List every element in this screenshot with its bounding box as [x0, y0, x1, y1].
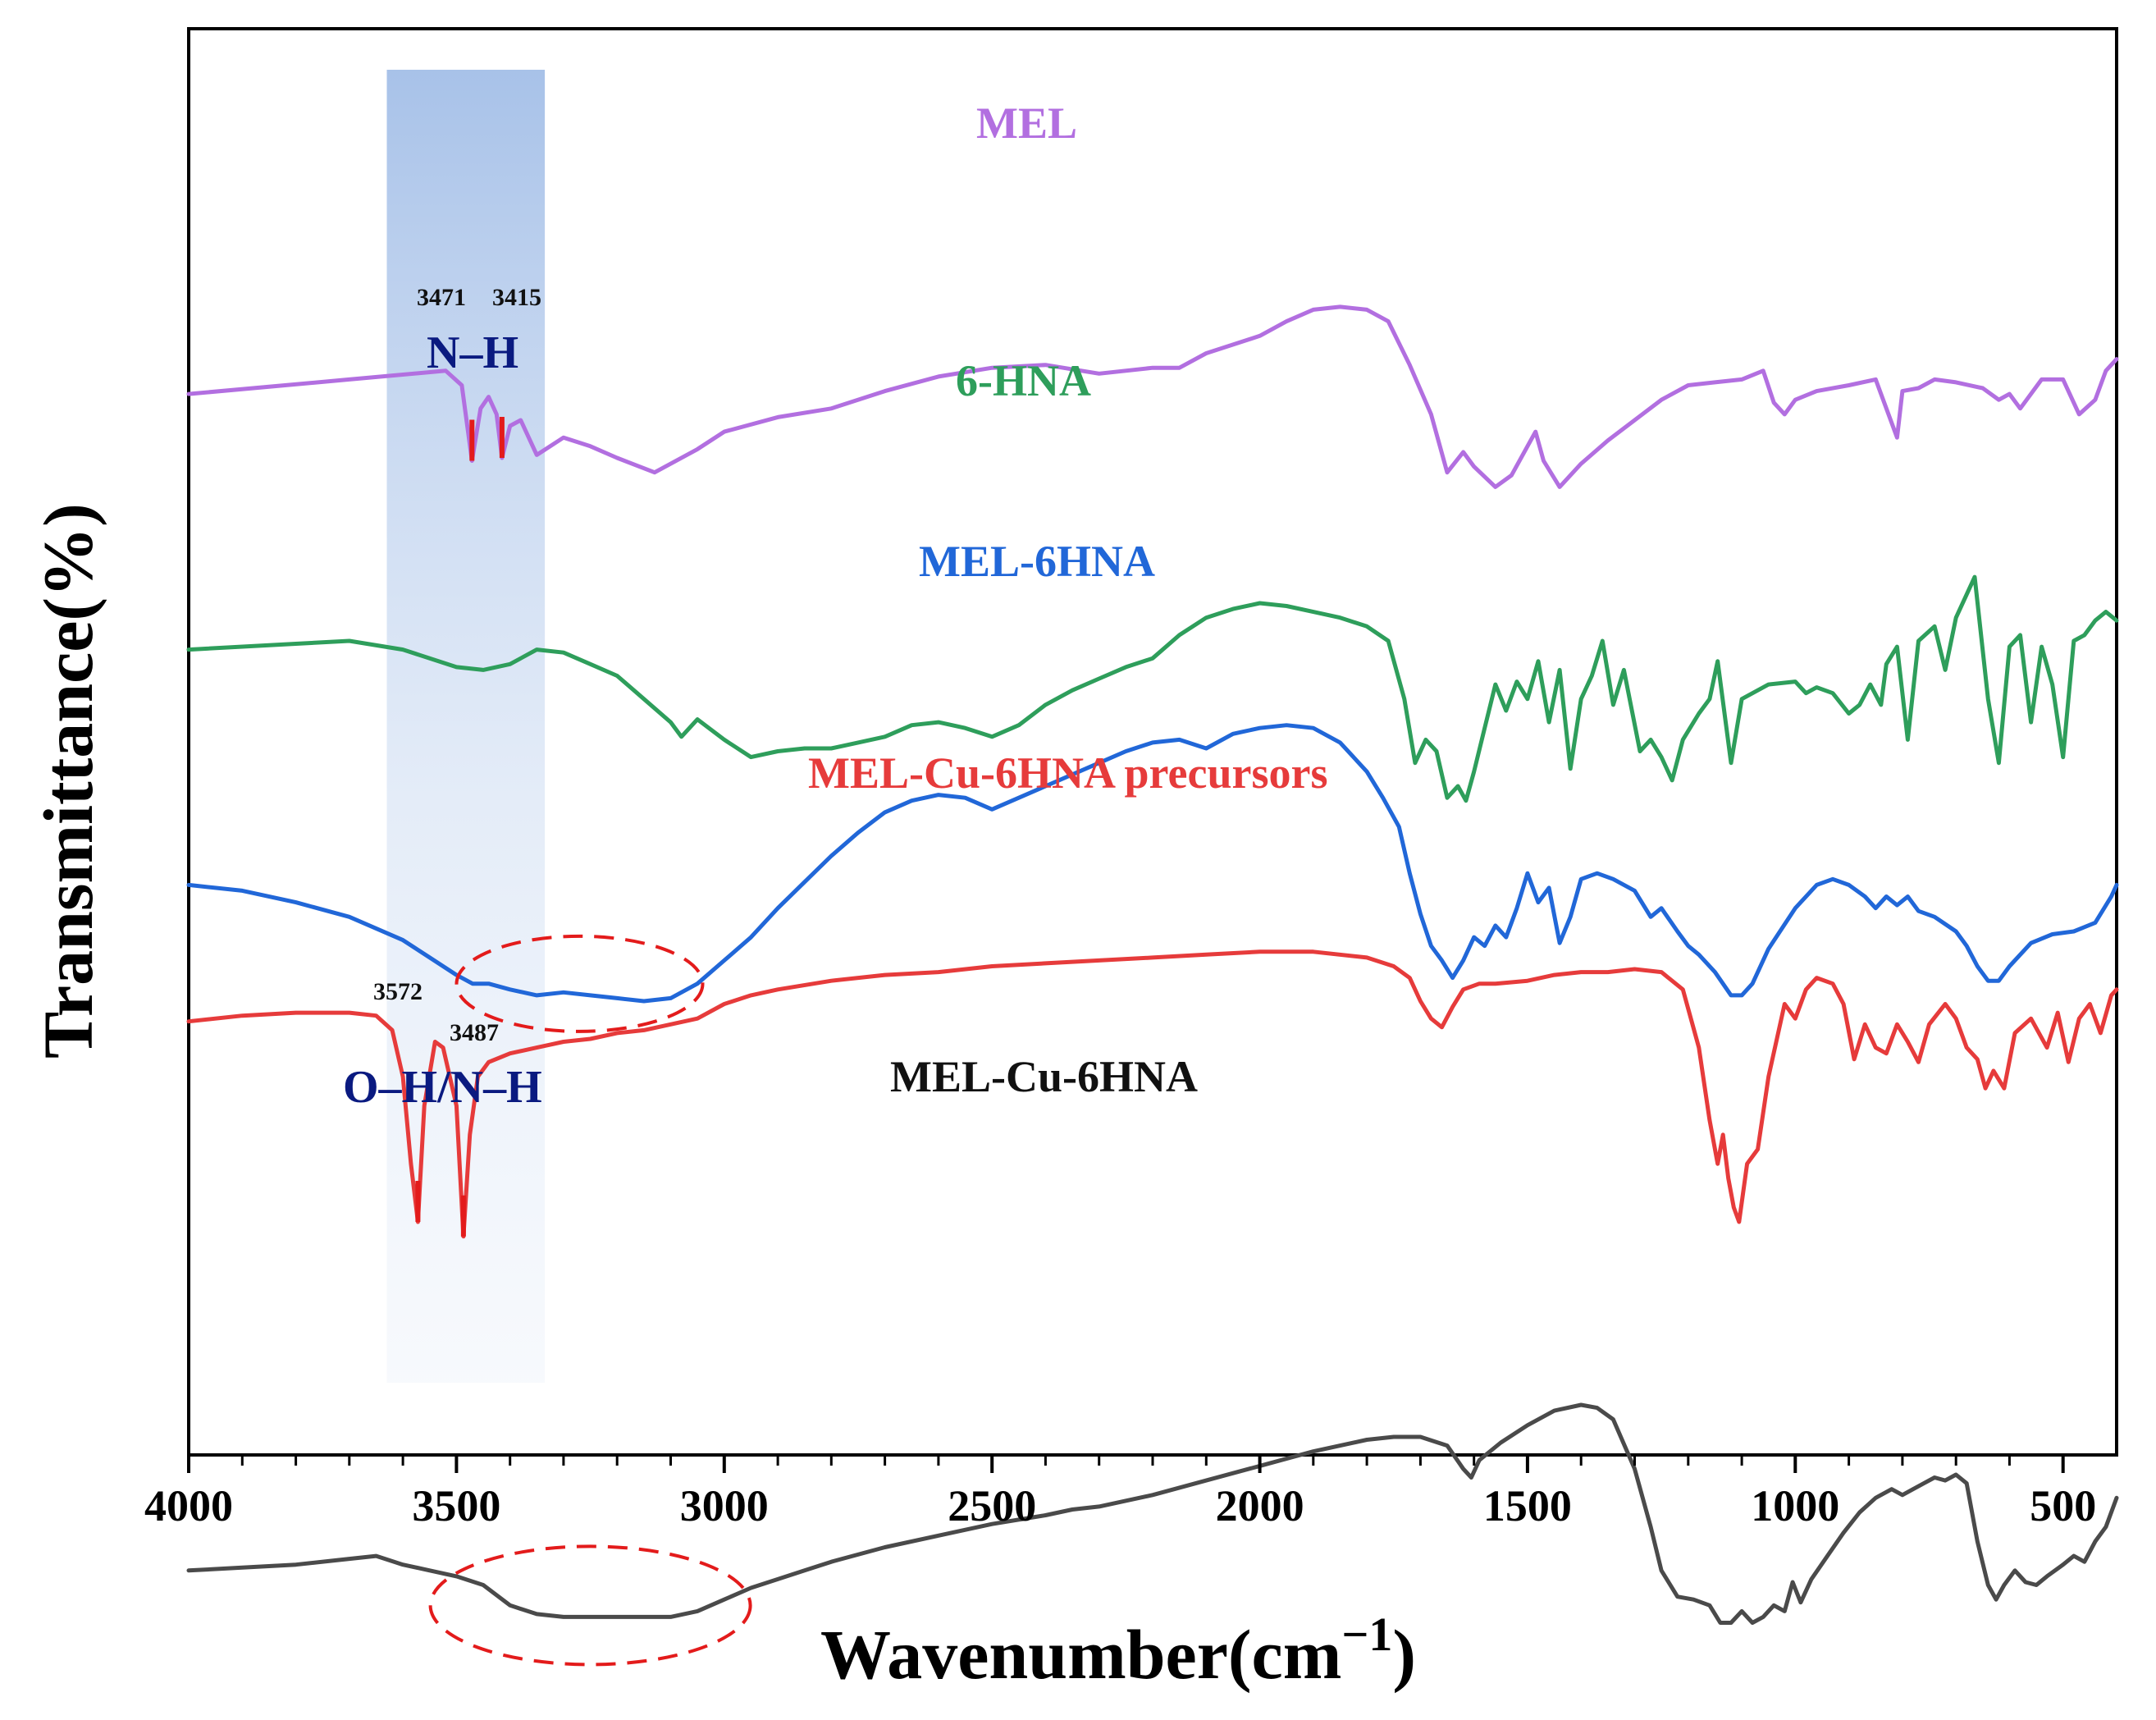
x-axis-title-text: Wavenumber(cm — [820, 1615, 1341, 1694]
x-tick-label-3500: 3500 — [412, 1481, 500, 1530]
x-axis-title-suffix: ) — [1392, 1615, 1416, 1694]
region-label-oh-nh: O–H/N–H — [343, 1062, 542, 1113]
x-axis-ticks: 4000 3500 3000 2500 2000 1500 1000 500 — [144, 1455, 2096, 1530]
x-tick-label-4000: 4000 — [144, 1481, 233, 1530]
series-line-6-hna — [186, 574, 2119, 803]
series-line-mel-cu-6hna-precursors — [186, 949, 2119, 1239]
peak-label-3572: 3572 — [373, 978, 423, 1005]
x-tick-label-1500: 1500 — [1483, 1481, 1572, 1530]
peak-label-3415: 3415 — [492, 284, 541, 311]
x-tick-label-500: 500 — [2030, 1481, 2096, 1530]
region-label-nh: N–H — [427, 327, 518, 378]
series-label-mel: MEL — [976, 98, 1077, 148]
y-axis-title: Transmittance(%) — [29, 503, 107, 1059]
x-tick-label-2500: 2500 — [948, 1481, 1036, 1530]
series-line-mel-cu-6hna — [186, 1402, 2119, 1625]
peak-label-3471: 3471 — [417, 284, 466, 311]
x-axis-title: Wavenumber(cm−1) — [820, 1608, 1416, 1694]
x-tick-label-2000: 2000 — [1216, 1481, 1304, 1530]
series-label-mel-cu-6hna-precursors: MEL-Cu-6HNA precursors — [808, 748, 1327, 798]
dashed-ellipse-mel-6hna — [454, 934, 705, 1033]
series-label-mel-cu-6hna: MEL-Cu-6HNA — [890, 1052, 1198, 1101]
dashed-ellipse-mel-cu-6hna — [428, 1544, 752, 1667]
x-tick-label-1000: 1000 — [1751, 1481, 1839, 1530]
series-label-mel-6hna: MEL-6HNA — [919, 537, 1155, 586]
x-tick-label-3000: 3000 — [680, 1481, 769, 1530]
peak-label-3487: 3487 — [450, 1019, 499, 1046]
x-axis-title-superscript: −1 — [1341, 1608, 1392, 1661]
peak-marker-layer — [415, 417, 505, 1237]
series-label-6-hna: 6-HNA — [956, 356, 1091, 405]
ellipse-layer — [428, 934, 752, 1667]
series-line-mel-6hna — [186, 723, 2119, 1004]
series-layer — [186, 304, 2119, 1625]
series-line-mel — [186, 304, 2119, 489]
nh-oh-highlight-band — [386, 70, 546, 1383]
svg-text:Wavenumber(cm−1): Wavenumber(cm−1) — [820, 1608, 1416, 1694]
